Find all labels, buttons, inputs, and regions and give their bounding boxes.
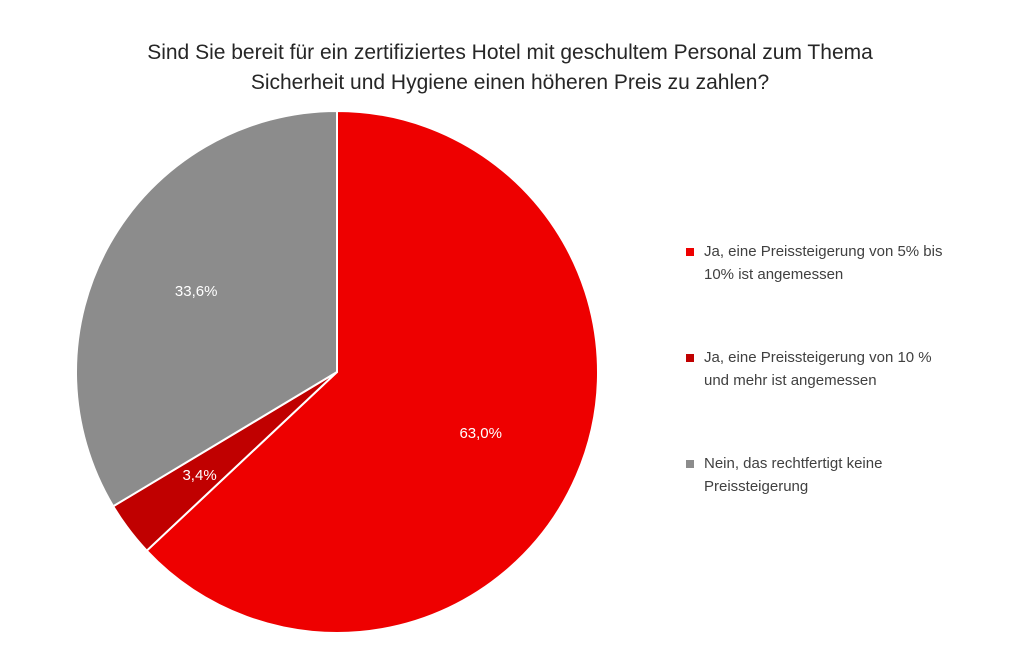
legend-label-1-line-1: Ja, eine Preissteigerung von 5% bis [704, 243, 943, 260]
legend-label-2-line-1: Ja, eine Preissteigerung von 10 % [704, 349, 932, 366]
pie-slice-1 [145, 110, 599, 634]
pie-slice-label-2: 3,4% [182, 467, 216, 484]
legend-swatch-1 [686, 248, 694, 256]
chart-title: Sind Sie bereit für ein zertifiziertes H… [60, 38, 960, 98]
chart-title-line-1: Sind Sie bereit für ein zertifiziertes H… [147, 41, 873, 64]
legend-label-3-line-1: Nein, das rechtfertigt keine [704, 455, 883, 472]
legend-item-3: Nein, das rechtfertigt keine Preissteige… [686, 452, 986, 498]
legend-label-3-line-2: Preissteigerung [704, 478, 809, 495]
pie-slice-label-1: 63,0% [459, 425, 502, 442]
pie-slice-label-3: 33,6% [175, 283, 218, 300]
legend-swatch-3 [686, 460, 694, 468]
legend-item-2: Ja, eine Preissteigerung von 10 % und me… [686, 346, 986, 392]
legend-label-2-line-2: und mehr ist angemessen [704, 372, 877, 389]
legend-swatch-2 [686, 354, 694, 362]
legend: Ja, eine Preissteigerung von 5% bis 10% … [686, 240, 986, 558]
legend-item-1: Ja, eine Preissteigerung von 5% bis 10% … [686, 240, 986, 286]
pie-slice-3 [75, 110, 338, 508]
legend-label-1-line-2: 10% ist angemessen [704, 266, 844, 283]
chart-title-line-2: Sicherheit und Hygiene einen höheren Pre… [250, 71, 770, 94]
